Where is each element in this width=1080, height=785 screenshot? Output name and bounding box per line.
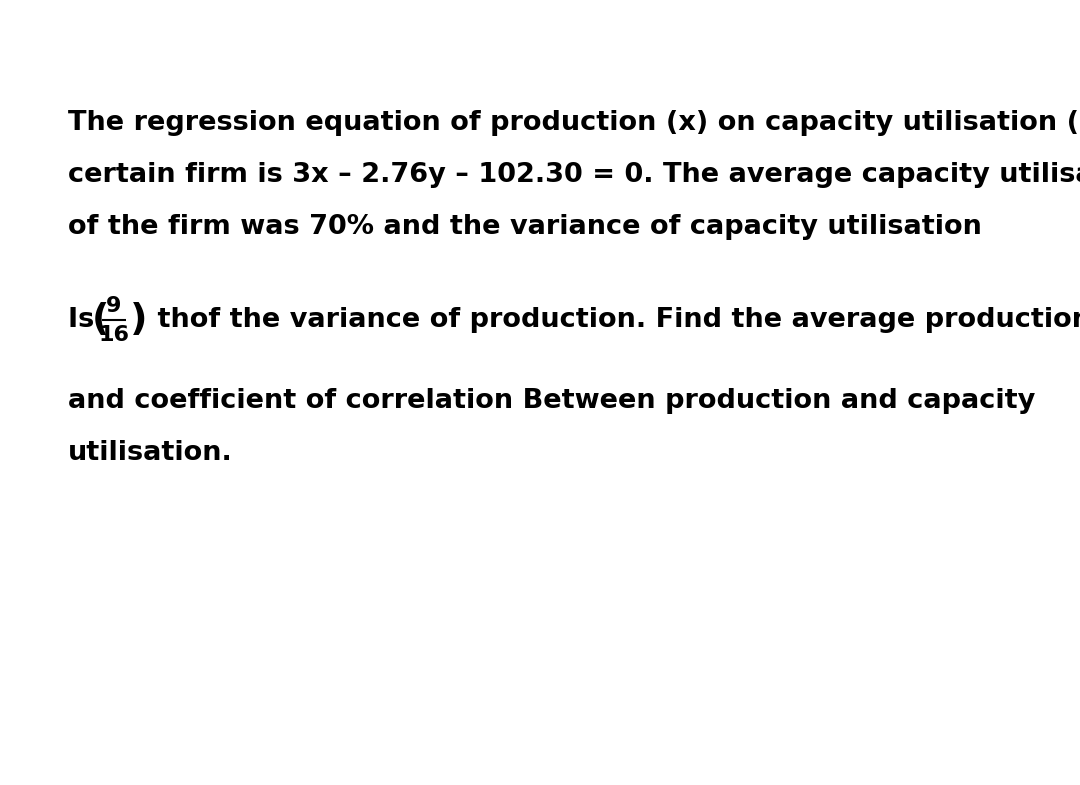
Text: ): ) [130,302,148,338]
Text: utilisation.: utilisation. [68,440,233,466]
Text: (: ( [92,302,109,338]
Text: 9: 9 [106,296,122,316]
Text: Is: Is [68,307,104,333]
Text: certain firm is 3x – 2.76y – 102.30 = 0. The average capacity utilisation: certain firm is 3x – 2.76y – 102.30 = 0.… [68,162,1080,188]
Text: 16: 16 [98,325,130,345]
Text: and coefficient of correlation Between production and capacity: and coefficient of correlation Between p… [68,388,1036,414]
Text: The regression equation of production (x) on capacity utilisation () of a: The regression equation of production (x… [68,110,1080,136]
Text: of the firm was 70% and the variance of capacity utilisation: of the firm was 70% and the variance of … [68,214,982,240]
Text: thof the variance of production. Find the average production: thof the variance of production. Find th… [148,307,1080,333]
